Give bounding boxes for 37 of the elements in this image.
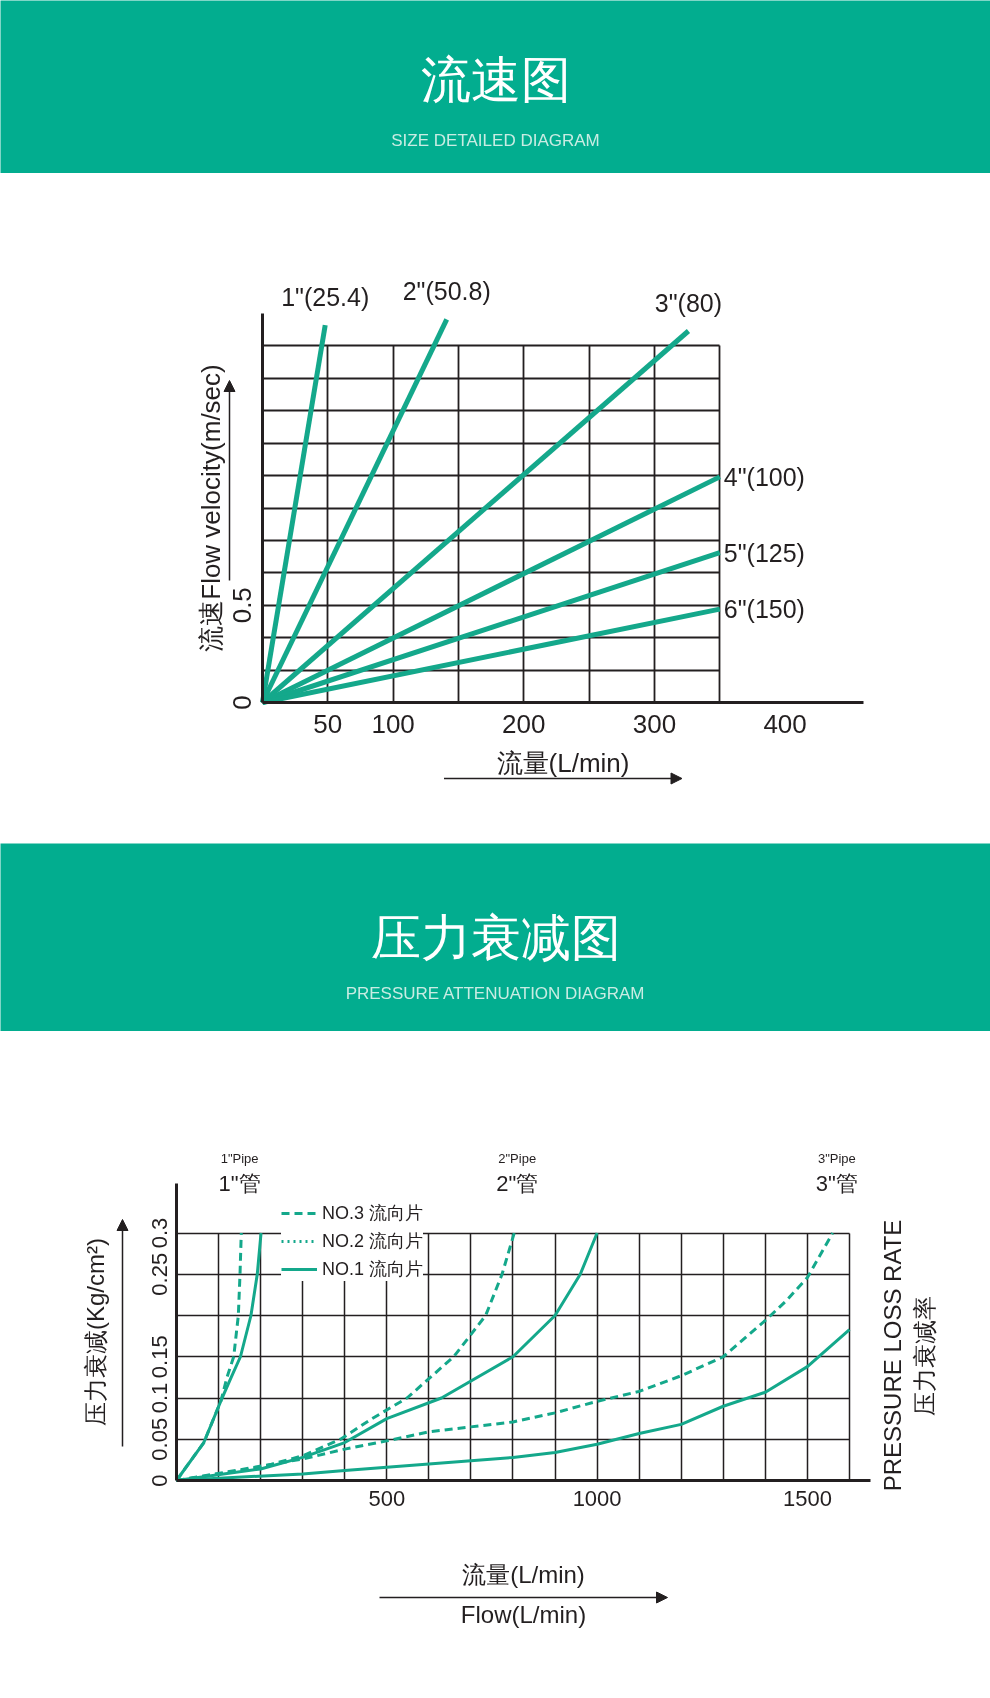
x-tick-label: 100 — [371, 708, 415, 739]
y-tick-label: 0 — [226, 695, 257, 710]
y-tick-label: 0.05 — [146, 1417, 172, 1461]
chart-subtitle: SIZE DETAILED DIAGRAM — [391, 131, 600, 151]
x-tick-label: 400 — [763, 708, 807, 739]
y-tick-label: 0.25 — [146, 1252, 172, 1296]
y-axis-title: 压力衰减(Kg/cm²) — [81, 1238, 109, 1426]
legend-label: NO.2 流向片 — [322, 1229, 424, 1253]
x-tick-label: 50 — [313, 708, 343, 739]
x-axis-title: 流量(L/min) — [496, 747, 630, 778]
annotation: 3"Pipe 3"管 — [815, 1150, 858, 1196]
chart-title: 压力衰减图 — [370, 909, 621, 966]
y2-axis-title: PRESSURE LOSS RATE 压力衰减率 — [879, 1219, 938, 1492]
y-axis-title: 流速Flow velocity(m/sec) — [195, 364, 226, 652]
legend-label: NO.3 流向片 — [322, 1201, 424, 1225]
y-tick-label: 0 — [146, 1474, 172, 1487]
series-label: 6"(150) — [723, 595, 805, 624]
legend-label: NO.1 流向片 — [322, 1257, 424, 1281]
x-tick-label: 200 — [502, 708, 546, 739]
x-tick-label: 500 — [368, 1485, 406, 1511]
annotation: 2"Pipe 2"管 — [496, 1150, 539, 1196]
x-tick-label: 1000 — [572, 1485, 622, 1511]
annotation: 1"Pipe 1"管 — [218, 1150, 261, 1196]
y-tick-label: 0.1 — [146, 1382, 172, 1414]
chart-subtitle: PRESSURE ATTENUATION DIAGRAM — [345, 984, 645, 1004]
series-label: 4"(100) — [723, 462, 805, 491]
x-tick-label: 300 — [632, 708, 677, 739]
x-tick-label: 1500 — [782, 1485, 832, 1511]
y-tick-label: 0.3 — [146, 1217, 172, 1249]
y-tick-label: 0.15 — [146, 1335, 172, 1379]
x-axis-title: 流量(L/min) Flow(L/min) — [460, 1561, 587, 1628]
series-label: 1"(25.4) — [281, 283, 370, 312]
series-label: 2"(50.8) — [402, 277, 491, 306]
series-label: 5"(125) — [723, 538, 805, 567]
chart-title: 流速图 — [420, 52, 571, 109]
y-tick-label: 0.5 — [226, 587, 257, 624]
series-label: 3"(80) — [654, 289, 723, 318]
